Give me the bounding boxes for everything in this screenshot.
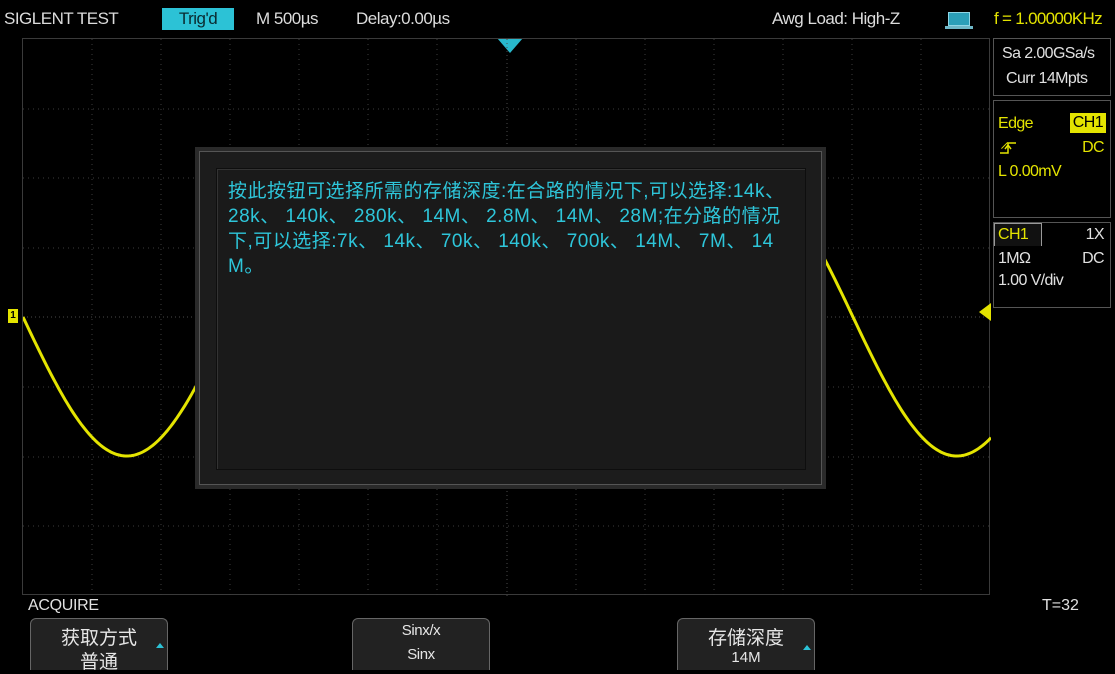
temperature-counter: T=32 xyxy=(1042,597,1079,614)
acquisition-info-panel: Sa 2.00GSa/s Curr 14Mpts xyxy=(993,38,1111,96)
vertical-scale: 1.00 V/div xyxy=(998,272,1064,289)
timebase-readout[interactable]: M 500µs xyxy=(256,9,319,28)
sample-rate-readout: Sa 2.00GSa/s xyxy=(1002,45,1095,62)
trigger-info-panel[interactable]: Edge CH1 ⸍ DC L 0.00mV xyxy=(993,100,1111,218)
brand-label: SIGLENT TEST xyxy=(4,9,119,28)
channel-name: CH1 xyxy=(998,226,1029,243)
top-status-bar: SIGLENT TEST Trig'd M 500µs Delay:0.00µs… xyxy=(0,0,1115,38)
input-impedance: 1MΩ xyxy=(998,250,1031,267)
trigger-level-marker[interactable] xyxy=(979,303,991,321)
rising-edge-symbol xyxy=(1000,142,1016,154)
trigger-type: Edge xyxy=(998,115,1034,132)
softkey-value: 14M xyxy=(731,649,761,666)
ch1-offset-marker[interactable]: 1 xyxy=(8,309,18,323)
channel-coupling: DC xyxy=(1082,250,1105,267)
ch1-tab xyxy=(994,223,1042,246)
acquire-mode-softkey[interactable]: 获取方式 普通 xyxy=(30,618,168,673)
delay-readout[interactable]: Delay:0.00µs xyxy=(356,9,450,28)
pc-connection-icon xyxy=(945,12,973,29)
interpolation-softkey[interactable]: Sinx/x Sinx xyxy=(352,618,490,670)
softkey-value: 普通 xyxy=(79,652,118,673)
awg-load-readout: Awg Load: High-Z xyxy=(772,9,900,28)
help-dialog-text: 按此按钮可选择所需的存储深度:在合路的情况下,可以选择:14k、 28k、 14… xyxy=(228,181,785,277)
memory-depth-softkey[interactable]: 存储深度 14M xyxy=(677,618,815,670)
trigger-source-badge: CH1 xyxy=(1069,113,1106,133)
trigger-coupling: DC xyxy=(1082,139,1105,156)
probe-ratio: 1X xyxy=(1085,226,1105,243)
up-arrow-icon xyxy=(803,645,811,650)
rising-edge-icon: ⸍ xyxy=(1000,139,1009,159)
trigger-level-readout: L 0.00mV xyxy=(998,163,1062,180)
help-dialog-body xyxy=(216,168,806,470)
memory-depth-readout: Curr 14Mpts xyxy=(1006,70,1088,87)
frequency-readout: f = 1.00000KHz xyxy=(994,9,1103,28)
softkey-label: 存储深度 xyxy=(707,628,784,649)
softkey-label: Sinx/x xyxy=(401,622,441,639)
trigger-position-marker[interactable] xyxy=(497,38,523,53)
menu-title: ACQUIRE xyxy=(28,597,99,614)
up-arrow-icon xyxy=(156,643,164,648)
softkey-value: Sinx xyxy=(407,646,435,663)
trigger-status-badge: Trig'd xyxy=(162,8,234,30)
ch1-info-panel[interactable]: CH1 1X 1MΩ DC 1.00 V/div xyxy=(993,222,1111,308)
softkey-label: 获取方式 xyxy=(60,628,137,649)
help-dialog: 按此按钮可选择所需的存储深度:在合路的情况下,可以选择:14k、 28k、 14… xyxy=(199,151,822,485)
